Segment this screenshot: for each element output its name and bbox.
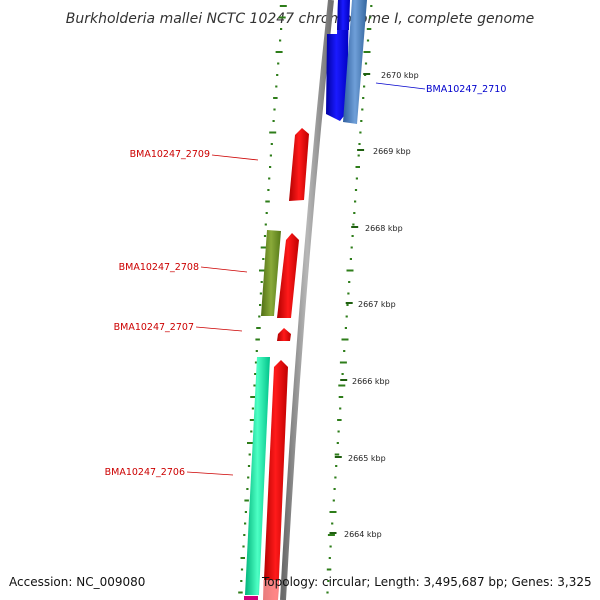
genome-summary-text: Topology: circular; Length: 3,495,687 bp… <box>262 575 592 589</box>
track-olive-feature[interactable] <box>261 230 281 316</box>
gene-labels: BMA10247_2710 BMA10247_2709 BMA10247_270… <box>105 82 506 478</box>
cds-forward-2706-tail <box>263 580 278 600</box>
track-magenta-fragment <box>244 596 258 600</box>
leader-line-2707 <box>195 326 243 332</box>
accession-text: Accession: NC_009080 <box>9 575 146 589</box>
tick-label-2670: 2670 kbp <box>381 71 419 80</box>
cds-reverse-2710-top[interactable] <box>337 0 350 30</box>
tick-label-2664: 2664 kbp <box>344 530 382 539</box>
kbp-scale: 2670 kbp 2669 kbp 2668 kbp 2667 kbp 2666… <box>329 71 419 539</box>
track-teal-feature[interactable] <box>245 357 270 595</box>
gene-label-2707[interactable]: BMA10247_2707 <box>114 322 194 333</box>
tick-label-2668: 2668 kbp <box>365 224 403 233</box>
leader-line-2708 <box>200 266 248 273</box>
genome-backbone <box>280 0 334 600</box>
cds-reverse-2710[interactable] <box>326 0 349 121</box>
map-title: Burkholderia mallei NCTC 10247 chromosom… <box>66 11 535 27</box>
tick-label-2667: 2667 kbp <box>358 300 396 309</box>
cds-forward-2709[interactable] <box>289 128 309 201</box>
cds-forward-2707[interactable] <box>277 328 291 341</box>
leader-line-2710 <box>375 82 426 90</box>
track-light-blue-feature[interactable] <box>343 0 367 124</box>
tick-label-2666: 2666 kbp <box>352 377 390 386</box>
gene-label-2709[interactable]: BMA10247_2709 <box>130 149 210 160</box>
leader-line-2706 <box>186 471 234 476</box>
gene-label-2708[interactable]: BMA10247_2708 <box>119 262 199 273</box>
gc-content-right-track <box>326 5 373 594</box>
cds-forward-2706[interactable] <box>263 360 288 600</box>
tick-label-2665: 2665 kbp <box>348 454 386 463</box>
leader-line-2709 <box>211 154 259 161</box>
tick-label-2669: 2669 kbp <box>373 147 411 156</box>
cds-forward-2708[interactable] <box>277 233 299 318</box>
gene-label-2710[interactable]: BMA10247_2710 <box>426 84 506 95</box>
gene-label-2706[interactable]: BMA10247_2706 <box>105 467 185 478</box>
feature-track <box>244 0 367 600</box>
